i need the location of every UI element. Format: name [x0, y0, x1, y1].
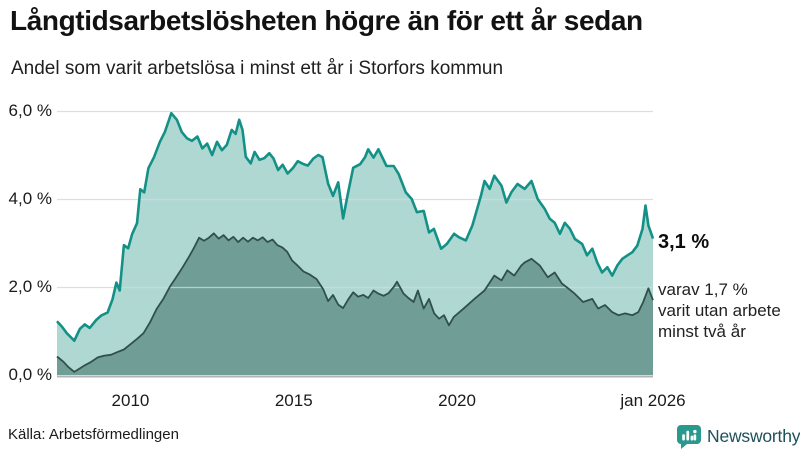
x-axis-tick-label: 2010 — [111, 391, 150, 410]
chart-subtitle: Andel som varit arbetslösa i minst ett å… — [11, 58, 504, 79]
line-series-1 — [56, 111, 655, 342]
x-axis-tick-label: 2015 — [274, 391, 313, 410]
newsworthy-logo: Newsworthy — [676, 423, 800, 449]
latest-value-label: 3,1 % — [658, 231, 710, 253]
y-axis-tick-label: 0,0 % — [8, 365, 52, 384]
latest-value-note: varav 1,7 % varit utan arbete minst två … — [658, 280, 781, 341]
y-axis-tick-label: 6,0 % — [8, 101, 52, 120]
y-axis-tick-label: 4,0 % — [8, 189, 52, 208]
x-axis-tick-label: 2020 — [438, 391, 476, 410]
source-label: Källa: Arbetsförmedlingen — [8, 426, 179, 443]
brand-name: Newsworthy — [707, 425, 800, 446]
newsworthy-chart-pin-icon — [677, 424, 701, 449]
line-series-2 — [56, 232, 654, 373]
page-title: Långtidsarbetslösheten högre än för ett … — [10, 5, 643, 36]
y-axis-tick-label: 2,0 % — [8, 277, 52, 296]
x-axis-tick-label: jan 2026 — [620, 391, 686, 410]
area-fill-series-2 — [57, 233, 653, 375]
